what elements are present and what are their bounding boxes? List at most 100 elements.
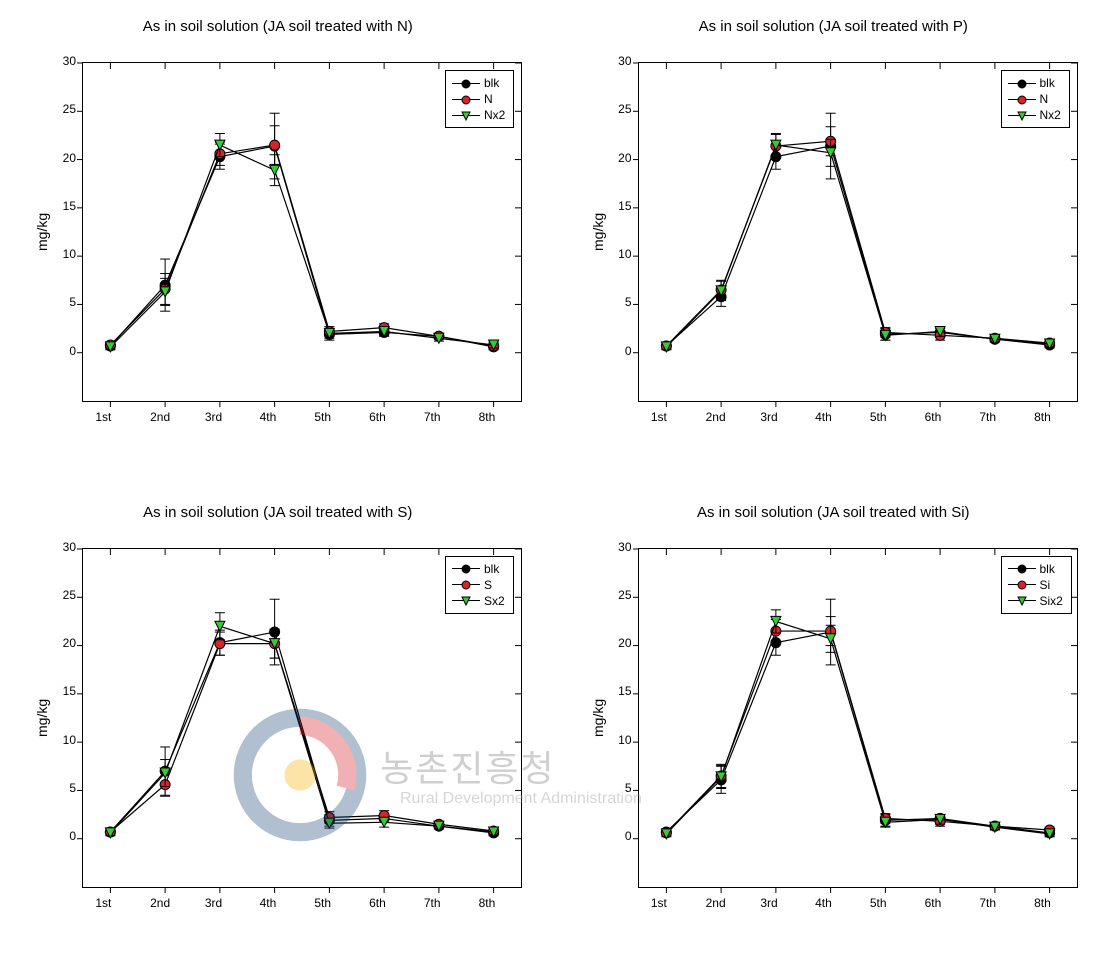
x-tick-label: 5th: [314, 896, 331, 910]
x-tick-label: 2nd: [706, 896, 726, 910]
y-tick-label: 25: [54, 588, 76, 602]
chart-panel: As in soil solution (JA soil treated wit…: [556, 0, 1111, 486]
y-axis-label: mg/kg: [34, 213, 50, 251]
legend: blk Si Six2: [1001, 556, 1072, 614]
x-tick-label: 8th: [1034, 410, 1051, 424]
x-tick-label: 3rd: [760, 896, 777, 910]
x-tick-label: 6th: [925, 896, 942, 910]
series-line: [666, 145, 1049, 347]
x-tick-label: 7th: [424, 410, 441, 424]
y-tick-label: 30: [610, 54, 632, 68]
x-tick-label: 1st: [95, 896, 111, 910]
chart-panel: As in soil solution (JA soil treated wit…: [556, 486, 1111, 971]
series-line: [110, 145, 493, 347]
legend-label: S: [484, 578, 492, 592]
x-tick-label: 2nd: [706, 410, 726, 424]
x-tick-label: 6th: [925, 410, 942, 424]
legend-item: S: [452, 577, 505, 593]
data-marker: [770, 616, 780, 626]
y-tick-label: 20: [54, 636, 76, 650]
data-marker: [270, 140, 280, 150]
y-tick-label: 5: [54, 295, 76, 309]
y-tick-label: 25: [54, 102, 76, 116]
legend-label: blk: [484, 76, 499, 90]
x-tick-label: 1st: [651, 410, 667, 424]
y-tick-label: 0: [54, 344, 76, 358]
legend-item: Sx2: [452, 593, 505, 609]
chart-panel: As in soil solution (JA soil treated wit…: [0, 0, 556, 486]
y-tick-label: 30: [54, 54, 76, 68]
watermark-logo: [235, 710, 365, 840]
y-tick-label: 25: [610, 588, 632, 602]
legend-label: Six2: [1040, 594, 1063, 608]
legend-label: blk: [484, 562, 499, 576]
y-tick-label: 20: [54, 151, 76, 165]
legend: blk N Nx2: [445, 70, 514, 128]
y-axis-label: mg/kg: [590, 213, 606, 251]
chart-title: As in soil solution (JA soil treated wit…: [556, 18, 1111, 35]
legend-item: blk: [1008, 75, 1061, 91]
legend-item: Nx2: [452, 107, 505, 123]
y-tick-label: 0: [610, 344, 632, 358]
x-tick-label: 7th: [979, 410, 996, 424]
x-tick-label: 4th: [260, 896, 277, 910]
y-axis-label: mg/kg: [590, 698, 606, 736]
legend: blk S Sx2: [445, 556, 514, 614]
y-tick-label: 30: [610, 540, 632, 554]
data-marker: [215, 140, 225, 150]
y-tick-label: 0: [54, 829, 76, 843]
legend-label: blk: [1040, 76, 1055, 90]
legend-label: Nx2: [1040, 108, 1061, 122]
legend-item: Nx2: [1008, 107, 1061, 123]
x-tick-label: 2nd: [150, 896, 170, 910]
legend-item: blk: [452, 561, 505, 577]
series-line: [110, 145, 493, 346]
legend-label: Sx2: [484, 594, 505, 608]
x-tick-label: 4th: [815, 410, 832, 424]
y-tick-label: 25: [610, 102, 632, 116]
x-tick-label: 1st: [95, 410, 111, 424]
x-tick-label: 5th: [870, 896, 887, 910]
legend-item: blk: [452, 75, 505, 91]
watermark-text-kr: 농촌진흥청: [380, 740, 556, 792]
y-tick-label: 15: [610, 684, 632, 698]
x-tick-label: 2nd: [150, 410, 170, 424]
legend-label: Si: [1040, 578, 1051, 592]
y-tick-label: 15: [54, 199, 76, 213]
legend-label: N: [1040, 92, 1049, 106]
x-tick-label: 4th: [260, 410, 277, 424]
y-tick-label: 10: [610, 247, 632, 261]
chart-title: As in soil solution (JA soil treated wit…: [0, 504, 556, 521]
legend-item: blk: [1008, 561, 1063, 577]
x-tick-label: 7th: [979, 896, 996, 910]
legend-item: N: [1008, 91, 1061, 107]
y-tick-label: 20: [610, 636, 632, 650]
watermark-text-en: Rural Development Administration: [400, 790, 642, 808]
chart-title: As in soil solution (JA soil treated wit…: [556, 504, 1111, 521]
chart-title: As in soil solution (JA soil treated wit…: [0, 18, 556, 35]
y-tick-label: 20: [610, 151, 632, 165]
y-tick-label: 15: [610, 199, 632, 213]
x-tick-label: 6th: [369, 896, 386, 910]
y-tick-label: 0: [610, 829, 632, 843]
x-tick-label: 5th: [870, 410, 887, 424]
legend-label: N: [484, 92, 493, 106]
x-tick-label: 3rd: [205, 896, 222, 910]
series-line: [110, 146, 493, 347]
legend-label: blk: [1040, 562, 1055, 576]
y-tick-label: 5: [610, 295, 632, 309]
x-tick-label: 8th: [479, 410, 496, 424]
x-tick-label: 8th: [479, 896, 496, 910]
y-tick-label: 10: [54, 247, 76, 261]
y-axis-label: mg/kg: [34, 698, 50, 736]
legend-item: Six2: [1008, 593, 1063, 609]
y-tick-label: 5: [54, 781, 76, 795]
x-tick-label: 4th: [815, 896, 832, 910]
legend: blk N Nx2: [1001, 70, 1070, 128]
y-tick-label: 30: [54, 540, 76, 554]
x-tick-label: 3rd: [205, 410, 222, 424]
x-tick-label: 7th: [424, 896, 441, 910]
y-tick-label: 10: [54, 733, 76, 747]
x-tick-label: 8th: [1034, 896, 1051, 910]
legend-label: Nx2: [484, 108, 505, 122]
